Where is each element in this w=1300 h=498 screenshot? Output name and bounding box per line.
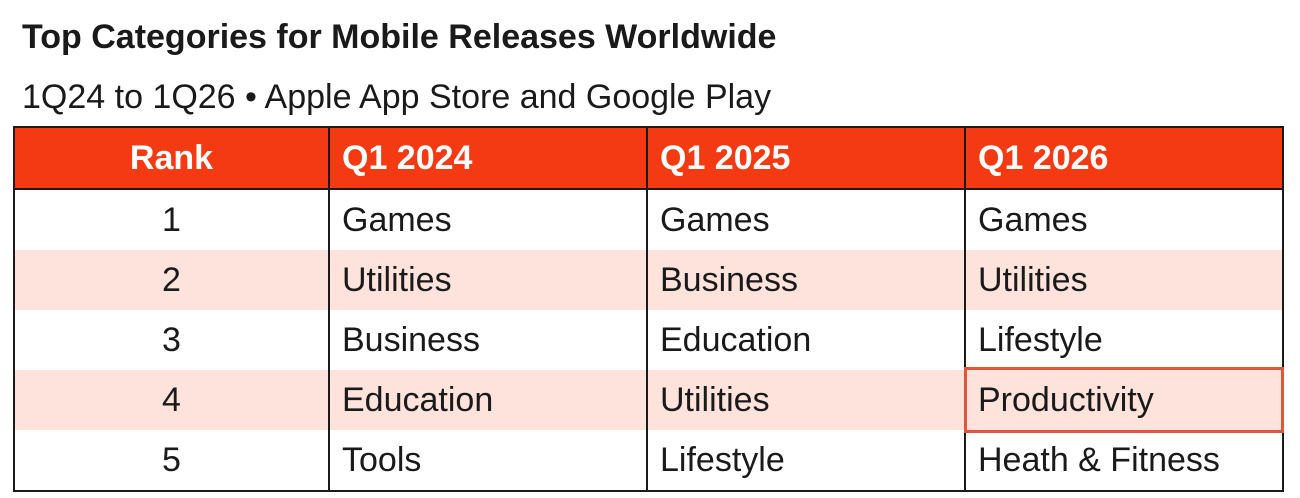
- category-cell: Lifestyle: [646, 430, 966, 491]
- category-cell: Utilities: [964, 250, 1284, 310]
- table-row: 3 Business Education Lifestyle: [13, 310, 1284, 370]
- rank-cell: 3: [13, 310, 330, 370]
- column-header-rank: Rank: [13, 127, 330, 190]
- category-cell: Games: [646, 189, 966, 250]
- category-cell: Utilities: [328, 250, 648, 310]
- table-row: 2 Utilities Business Utilities: [13, 250, 1284, 310]
- category-cell: Heath & Fitness: [964, 430, 1284, 491]
- category-cell: Utilities: [646, 370, 966, 430]
- table-row: 5 Tools Lifestyle Heath & Fitness: [13, 430, 1284, 491]
- chart-subtitle: 1Q24 to 1Q26 • Apple App Store and Googl…: [22, 78, 772, 116]
- rank-cell: 4: [13, 370, 330, 430]
- chart-title: Top Categories for Mobile Releases World…: [22, 18, 777, 56]
- column-header-q1-2024: Q1 2024: [328, 127, 648, 190]
- category-cell: Games: [964, 189, 1284, 250]
- rank-cell: 2: [13, 250, 330, 310]
- category-cell: Business: [328, 310, 648, 370]
- category-cell: Tools: [328, 430, 648, 491]
- category-cell: Education: [646, 310, 966, 370]
- category-cell: Business: [646, 250, 966, 310]
- rank-table: Rank Q1 2024 Q1 2025 Q1 2026 1 Games Gam…: [13, 126, 1285, 492]
- column-header-q1-2025: Q1 2025: [646, 127, 966, 190]
- table-row: 1 Games Games Games: [13, 189, 1284, 250]
- rank-cell: 1: [13, 189, 330, 250]
- table-row: 4 Education Utilities Productivity: [13, 367, 1285, 433]
- highlighted-category-cell: Productivity: [964, 367, 1285, 433]
- rank-cell: 5: [13, 430, 330, 491]
- category-cell: Education: [328, 370, 648, 430]
- category-cell: Games: [328, 189, 648, 250]
- category-cell: Lifestyle: [964, 310, 1284, 370]
- header-row: Rank Q1 2024 Q1 2025 Q1 2026: [13, 127, 1284, 190]
- column-header-q1-2026: Q1 2026: [964, 127, 1284, 190]
